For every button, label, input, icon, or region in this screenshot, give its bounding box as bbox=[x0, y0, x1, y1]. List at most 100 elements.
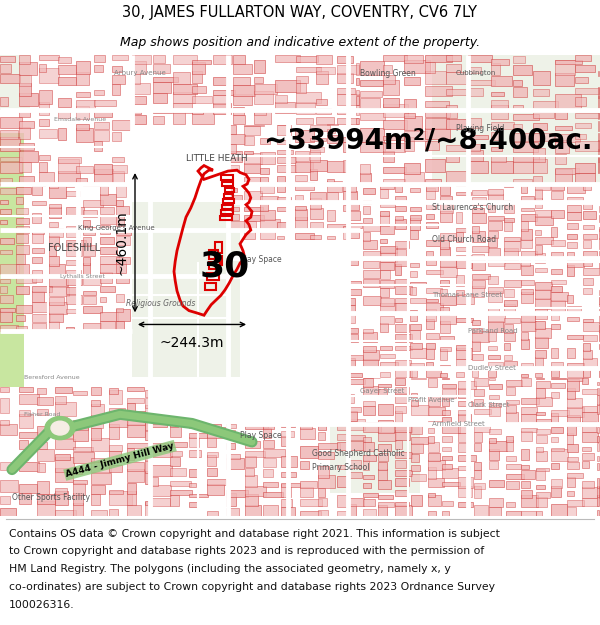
Bar bbox=[32, 213, 41, 223]
Bar bbox=[83, 306, 101, 312]
Bar bbox=[551, 362, 563, 368]
Bar bbox=[310, 159, 327, 171]
Bar bbox=[581, 378, 588, 384]
Bar bbox=[244, 136, 254, 144]
Bar bbox=[378, 505, 387, 516]
Bar bbox=[100, 194, 116, 204]
Bar bbox=[296, 76, 308, 83]
Bar bbox=[554, 110, 568, 119]
Bar bbox=[410, 370, 417, 378]
Bar bbox=[76, 166, 93, 173]
Bar bbox=[83, 257, 89, 266]
Bar bbox=[281, 507, 295, 516]
Bar bbox=[490, 480, 504, 488]
Bar bbox=[521, 428, 537, 432]
Bar bbox=[145, 471, 149, 484]
Bar bbox=[491, 132, 502, 139]
Bar bbox=[378, 503, 394, 508]
Text: Dudley Street: Dudley Street bbox=[468, 365, 516, 371]
Bar bbox=[170, 426, 181, 437]
Bar bbox=[220, 216, 232, 220]
Bar bbox=[458, 381, 476, 389]
Bar bbox=[145, 501, 149, 506]
Bar bbox=[411, 400, 418, 406]
Bar bbox=[0, 264, 19, 274]
Bar bbox=[512, 87, 527, 97]
Bar bbox=[583, 319, 593, 322]
Bar bbox=[475, 470, 481, 479]
Bar bbox=[404, 78, 419, 85]
Bar bbox=[506, 474, 524, 479]
Bar bbox=[490, 438, 496, 443]
Bar bbox=[504, 218, 514, 222]
Bar bbox=[395, 470, 412, 476]
Bar bbox=[440, 233, 456, 241]
Bar bbox=[73, 452, 94, 462]
Bar bbox=[363, 406, 376, 416]
Bar bbox=[395, 286, 412, 294]
Bar bbox=[318, 466, 329, 478]
Bar bbox=[488, 291, 502, 302]
Bar bbox=[0, 279, 10, 283]
Bar bbox=[380, 224, 394, 234]
Bar bbox=[472, 279, 485, 288]
Bar bbox=[116, 200, 123, 206]
Bar bbox=[395, 505, 412, 516]
Bar bbox=[226, 490, 248, 497]
Bar bbox=[277, 124, 291, 135]
Bar bbox=[145, 390, 149, 398]
Bar bbox=[490, 498, 503, 508]
Bar bbox=[491, 161, 513, 172]
Bar bbox=[295, 162, 313, 172]
Bar bbox=[0, 496, 10, 504]
Bar bbox=[281, 499, 292, 507]
Bar bbox=[472, 320, 480, 325]
Bar bbox=[16, 264, 29, 274]
Bar bbox=[504, 248, 518, 259]
Bar bbox=[37, 398, 53, 405]
Bar bbox=[383, 142, 404, 152]
Bar bbox=[228, 194, 242, 201]
Bar bbox=[281, 482, 300, 487]
Bar bbox=[440, 372, 447, 378]
Bar bbox=[244, 208, 263, 211]
Bar bbox=[536, 511, 542, 516]
Bar bbox=[348, 372, 362, 378]
Bar bbox=[94, 164, 112, 174]
Bar bbox=[0, 133, 24, 387]
Bar bbox=[581, 447, 592, 451]
Bar bbox=[245, 441, 260, 448]
Bar bbox=[19, 454, 28, 459]
Bar bbox=[337, 56, 353, 63]
Bar bbox=[295, 130, 314, 142]
Bar bbox=[583, 262, 592, 266]
Bar bbox=[378, 432, 396, 441]
Bar bbox=[32, 291, 44, 302]
Bar bbox=[521, 332, 528, 340]
Bar bbox=[472, 246, 489, 252]
Bar bbox=[411, 378, 427, 379]
Bar bbox=[94, 89, 104, 95]
Bar bbox=[457, 259, 472, 268]
Bar bbox=[100, 264, 119, 273]
Bar bbox=[535, 268, 547, 272]
Bar bbox=[468, 56, 492, 63]
Bar bbox=[442, 384, 456, 388]
Bar bbox=[581, 498, 598, 506]
Text: Religious Grounds: Religious Grounds bbox=[126, 299, 196, 308]
Bar bbox=[521, 184, 527, 192]
Bar bbox=[55, 396, 66, 404]
Bar bbox=[150, 424, 167, 428]
Bar bbox=[583, 241, 591, 248]
Bar bbox=[442, 399, 449, 406]
Bar bbox=[536, 429, 550, 434]
Bar bbox=[260, 196, 278, 202]
Text: Arbury Avenue: Arbury Avenue bbox=[114, 71, 166, 76]
Bar bbox=[49, 236, 59, 246]
Bar bbox=[364, 332, 377, 342]
Bar bbox=[475, 482, 485, 489]
Bar bbox=[364, 241, 377, 249]
Bar bbox=[0, 219, 7, 224]
Bar bbox=[488, 314, 505, 322]
Bar bbox=[410, 207, 421, 211]
